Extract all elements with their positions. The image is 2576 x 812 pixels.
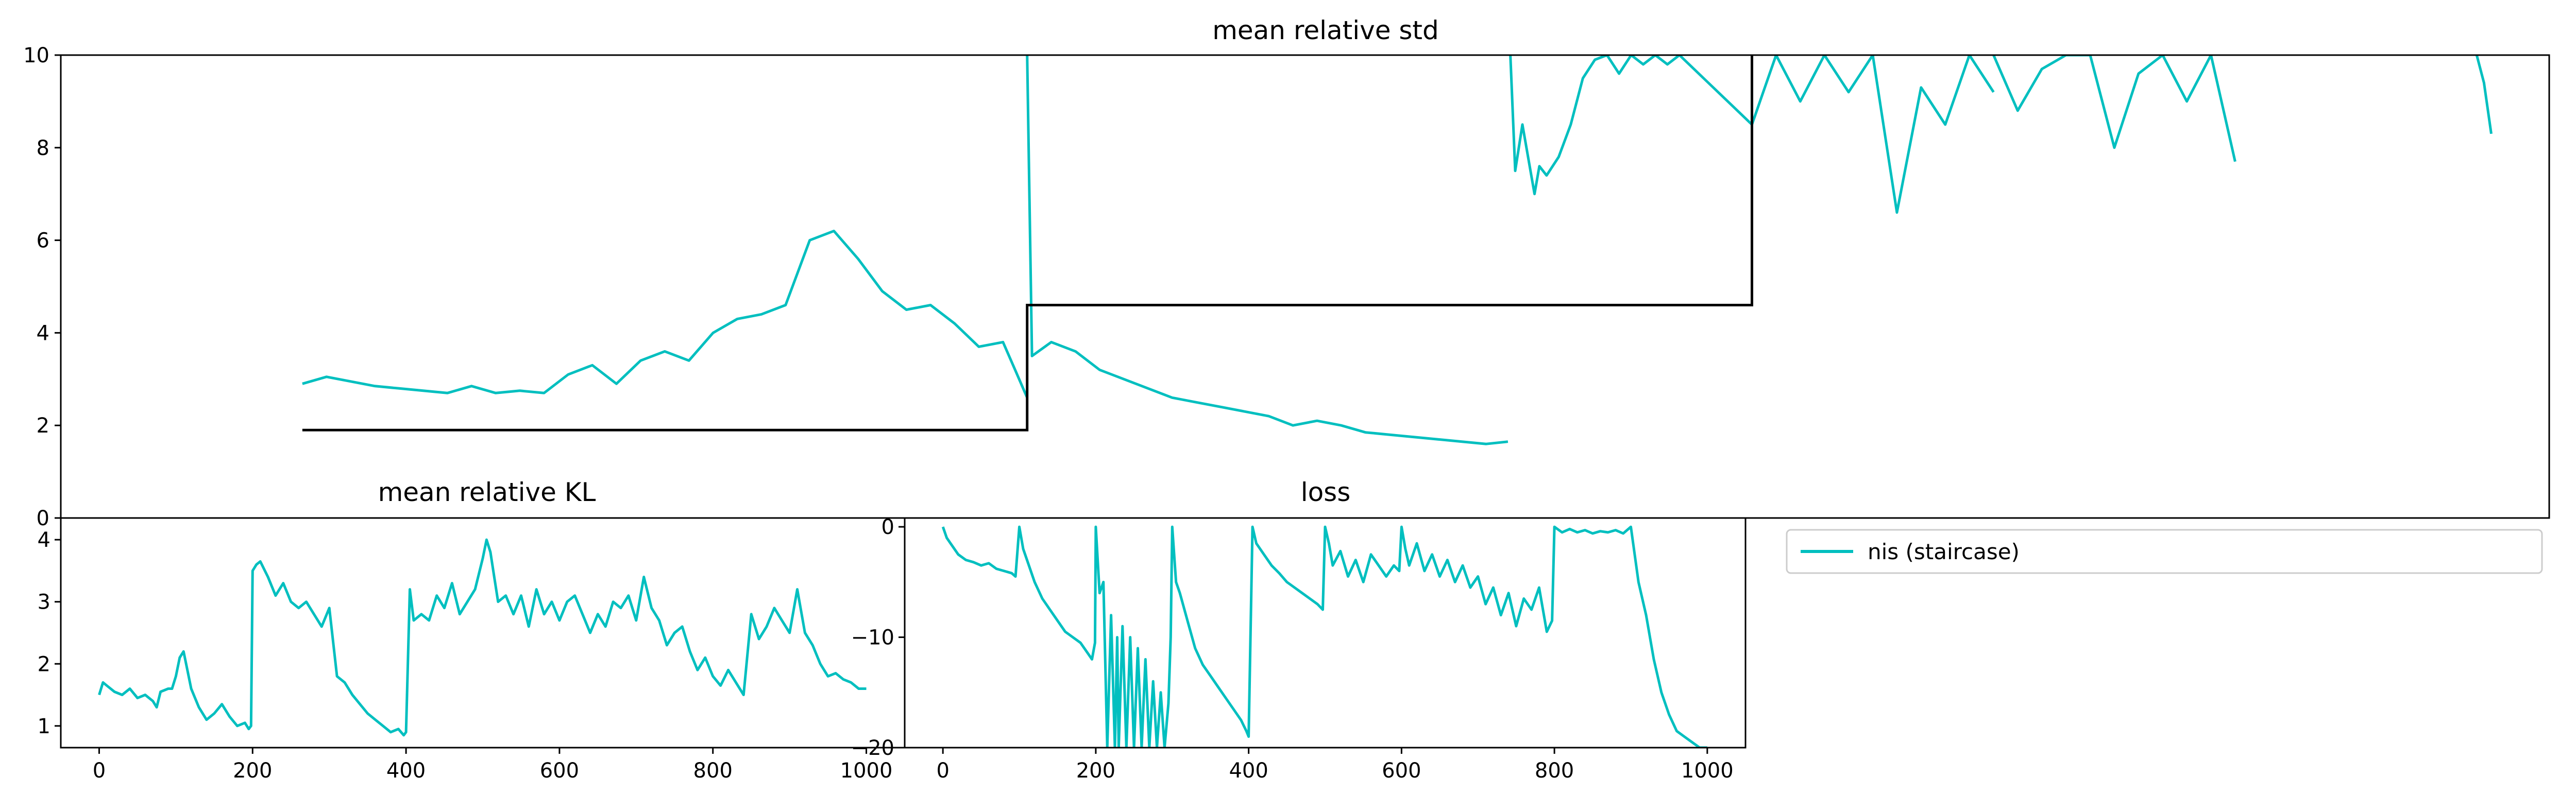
x-tick-label: 200 [1076, 759, 1115, 783]
panel-mean-relative-std: mean relative std 0 2 4 6 8 10 [23, 15, 2550, 530]
y-tick-label: 4 [38, 528, 50, 552]
legend-box [1786, 529, 2543, 574]
series-group-top [302, 55, 2493, 445]
y-tick-label: 10 [23, 44, 49, 67]
legend-label: nis (staircase) [1868, 539, 2020, 564]
y-tick-label: 6 [37, 229, 49, 253]
series-group-kl [98, 538, 867, 737]
series-line-nis-segment-2 [1509, 55, 1995, 214]
x-tick-label: 200 [233, 759, 272, 783]
series-line-nis-segment-4 [2475, 55, 2493, 134]
series-line-nis-loss [941, 525, 1707, 748]
axes-ticks-loss: 0 −10 −20 0 200 400 600 800 1000 [851, 515, 1734, 783]
y-tick-label: 2 [37, 414, 49, 438]
chart-title-loss: loss [1301, 477, 1351, 507]
series-line-nis-segment-1 [1026, 55, 1509, 445]
series-line-nis-segment-0 [302, 230, 1028, 399]
legend-panel: nis (staircase) [1786, 529, 2543, 574]
axes-frame-mean-relative-std [60, 54, 2550, 519]
x-tick-label: 0 [936, 759, 949, 783]
x-tick-label: 600 [540, 759, 579, 783]
y-axis-mean-relative-std: 0 2 4 6 8 10 [23, 44, 61, 530]
series-line-nis-segment-3 [1992, 55, 2236, 162]
y-tick-label: 0 [882, 515, 894, 539]
series-group-loss [941, 525, 1707, 748]
chart-title-mean-relative-kl: mean relative KL [378, 477, 596, 507]
chart-title-mean-relative-std: mean relative std [1212, 15, 1439, 45]
y-tick-label: 4 [37, 321, 49, 345]
plot-area-mean-relative-std [302, 55, 2493, 445]
x-tick-label: 800 [693, 759, 733, 783]
axes-ticks-mean-relative-kl: 1 2 3 4 0 200 400 600 800 1000 [38, 528, 893, 783]
y-tick-label: 8 [37, 136, 49, 160]
y-tick-label: 3 [38, 591, 50, 614]
y-tick-label: 2 [38, 652, 50, 676]
series-line-nis-kl [98, 538, 867, 737]
axes-frame-loss [904, 517, 1747, 749]
x-tick-label: 400 [1229, 759, 1268, 783]
y-tick-label: −10 [851, 626, 894, 650]
panel-loss: loss 0 −10 −20 0 200 400 600 800 1000 [851, 477, 1747, 783]
x-tick-label: 1000 [840, 759, 893, 783]
x-tick-label: 600 [1382, 759, 1421, 783]
y-tick-label: 0 [37, 507, 49, 530]
x-tick-label: 0 [93, 759, 106, 783]
y-tick-label: 1 [38, 715, 50, 738]
plot-area-loss [941, 525, 1707, 748]
x-tick-label: 1000 [1681, 759, 1734, 783]
x-tick-label: 400 [386, 759, 426, 783]
y-tick-label: −20 [851, 736, 894, 760]
staircase-reference-line [302, 55, 1753, 431]
plot-area-mean-relative-kl [98, 538, 867, 737]
x-tick-label: 800 [1535, 759, 1574, 783]
